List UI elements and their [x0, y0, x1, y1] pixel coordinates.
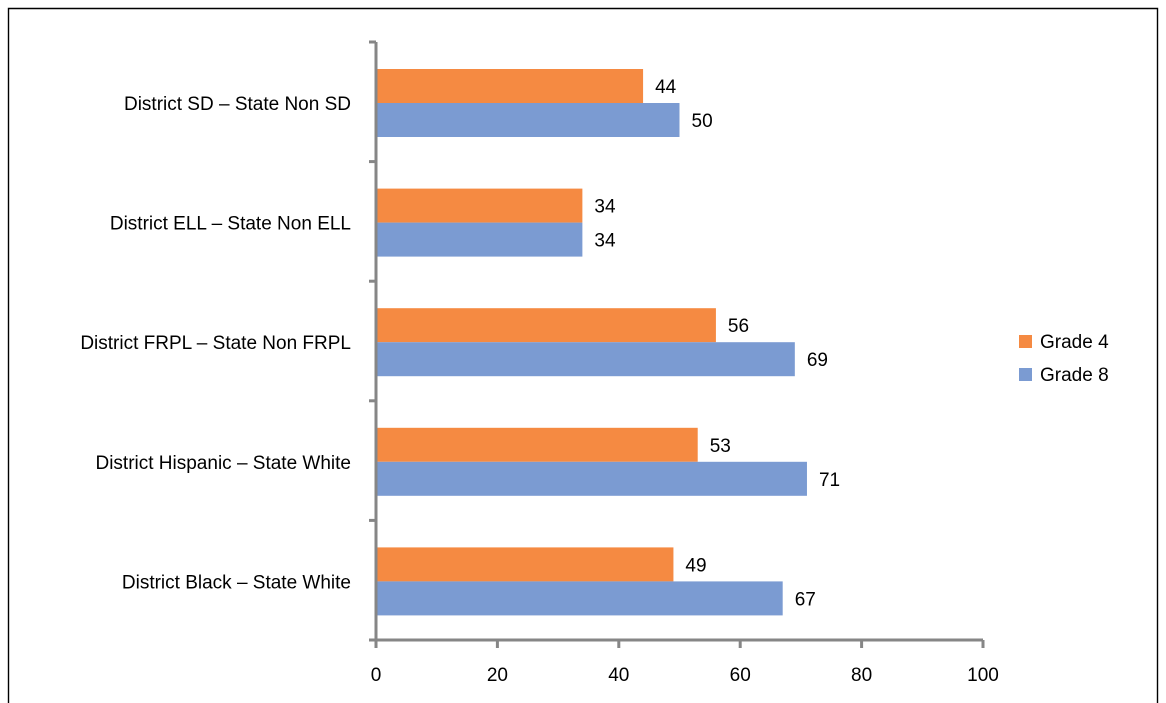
- chart-border: [7, 7, 1159, 703]
- value-tick-label-80: 80: [851, 665, 872, 686]
- category-label-2: District ELL – State Non ELL: [110, 214, 351, 235]
- bar-grade-8-4: [377, 461, 807, 496]
- bar-grade-8-5: [377, 581, 783, 616]
- legend-label-grade-4: Grade 4: [1040, 332, 1109, 353]
- data-label-grade-8-1: 50: [692, 111, 713, 132]
- data-label-grade-4-4: 53: [710, 436, 731, 457]
- data-label-grade-4-5: 49: [685, 555, 706, 576]
- bar-grade-8-1: [377, 103, 680, 137]
- data-label-grade-8-4: 71: [819, 470, 840, 491]
- legend-label-grade-8: Grade 8: [1040, 365, 1109, 386]
- legend: Grade 4 Grade 8: [1019, 332, 1109, 386]
- bar-grade-8-3: [377, 342, 795, 377]
- data-label-grade-8-2: 34: [594, 231, 616, 252]
- legend-swatch-grade-8: [1019, 368, 1032, 381]
- value-tick-label-0: 0: [371, 665, 382, 686]
- labels-group: 44 50 District SD – State Non SD 34 34 Distri…: [80, 77, 999, 686]
- category-label-3: District FRPL – State Non FRPL: [80, 333, 351, 354]
- category-label-5: District Black – State White: [122, 572, 351, 593]
- category-label-4: District Hispanic – State White: [95, 453, 351, 474]
- bars-group: [377, 69, 807, 616]
- value-tick-label-40: 40: [608, 665, 629, 686]
- data-label-grade-8-5: 67: [795, 589, 816, 610]
- bar-grade-8-2: [377, 222, 583, 257]
- axes-group: [369, 40, 985, 648]
- value-tick-label-100: 100: [967, 665, 999, 686]
- value-tick-label-20: 20: [487, 665, 508, 686]
- bar-grade-4-5: [377, 547, 674, 582]
- value-tick-label-60: 60: [730, 665, 751, 686]
- data-label-grade-4-3: 56: [728, 316, 749, 337]
- bar-grade-4-4: [377, 427, 698, 462]
- category-label-1: District SD – State Non SD: [124, 94, 351, 115]
- legend-swatch-grade-4: [1019, 335, 1032, 348]
- bar-grade-4-1: [377, 69, 644, 103]
- bar-grade-4-3: [377, 308, 716, 343]
- chart-outer-border: [7, 7, 1159, 703]
- bar-grade-4-2: [377, 188, 583, 223]
- data-label-grade-8-3: 69: [807, 350, 828, 371]
- data-label-grade-4-1: 44: [655, 77, 677, 98]
- data-label-grade-4-2: 34: [594, 197, 616, 218]
